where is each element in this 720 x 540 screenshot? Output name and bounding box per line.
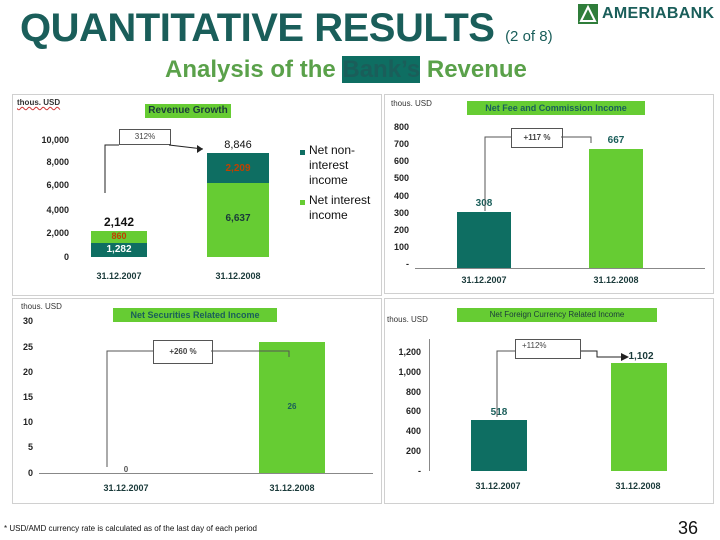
y-tick: 0 [27,468,33,478]
value-label-2007: 518 [490,407,508,418]
y-tick: 0 [63,252,69,262]
bar-2008 [589,149,643,268]
legend-swatch-interest [300,200,305,205]
y-tick: - [406,259,409,269]
x-category: 31.12.2008 [269,483,315,493]
page-title: QUANTITATIVE RESULTS (2 of 8) [20,6,553,51]
chart-title-banner: Net Securities Related Income [113,308,277,322]
y-tick: 20 [22,367,33,377]
bar-noninterest-2007 [91,231,147,243]
title-part: (2 of 8) [505,28,553,45]
x-category: 31.12.2008 [593,275,639,285]
unit-label: thous. USD [21,302,62,311]
chart-title-banner: Revenue Growth [145,104,231,118]
y-tick: 800 [405,387,421,397]
chart-title-banner: Net Fee and Commission Income [467,101,645,115]
y-tick: 10,000 [41,135,69,145]
total-2008: 8,846 [224,139,252,151]
y-tick: 400 [405,426,421,436]
x-category: 31.12.2008 [615,481,661,491]
y-tick: 5 [27,442,33,452]
footnote: * USD/AMD currency rate is calculated as… [4,524,258,533]
unit-label: thous. USD [391,99,432,108]
y-tick: 6,000 [46,180,69,190]
x-category: 31.12.2007 [461,275,507,285]
subtitle-a: Analysis of the [165,56,343,83]
growth-callout: +112% [515,339,581,359]
y-tick: 1,200 [398,347,421,357]
bar-2008 [259,342,325,473]
growth-callout: +260 % [153,340,213,364]
chart-title-banner: Net Foreign Currency Related Income [457,308,657,322]
y-tick: 400 [393,191,409,201]
x-axis-line [415,268,705,269]
label-noninterest-2008: 2,209 [225,163,251,174]
y-tick: 8,000 [46,157,69,167]
y-tick: 600 [393,156,409,166]
y-tick: 800 [393,122,409,132]
y-tick: 2,000 [46,228,69,238]
y-tick: 30 [22,316,33,326]
y-axis-line [429,339,430,471]
x-category: 31.12.2007 [96,271,142,281]
bar-2008 [611,363,667,471]
y-tick: 700 [393,139,409,149]
growth-arrow-icon [496,350,629,417]
x-category: 31.12.2007 [475,481,521,491]
y-tick: 25 [22,342,33,352]
ameriabank-logo: AMERIABANK [578,4,715,24]
y-tick: - [418,466,421,476]
y-tick: 200 [405,446,421,456]
x-category: 31.12.2007 [103,483,149,493]
x-axis-line [39,473,373,474]
value-label-2007: 308 [475,198,493,209]
y-tick: 1,000 [398,367,421,377]
growth-callout: 312% [119,129,171,145]
y-tick: 10 [22,417,33,427]
y-tick: 500 [393,173,409,183]
legend-label-noninterest: Net non-interest income [309,143,356,187]
label-interest-2007: 1,282 [106,244,132,255]
y-tick: 15 [22,392,33,402]
page-subtitle: Analysis of the Bank’s Revenue [165,56,527,84]
logo-text: AMERIABANK [602,5,715,22]
page-number: 36 [678,518,699,538]
legend-swatch-noninterest [300,150,305,155]
y-tick: 600 [405,406,421,416]
y-tick: 300 [393,208,409,218]
fee-commission-panel: thous. USD Net Fee and Commission Income… [384,94,714,294]
value-label-2008: 1,102 [628,351,654,362]
label-noninterest-2007: 860 [111,231,127,241]
foreign-currency-panel: thous. USD Net Foreign Currency Related … [384,298,714,504]
subtitle-b: Bank’s [342,56,421,83]
growth-arrow-icon [484,136,592,211]
title-main: QUANTITATIVE RESULTS [20,6,495,50]
y-tick: 200 [393,225,409,235]
value-label-2008: 667 [607,135,625,146]
logo-mark-icon [578,4,598,24]
total-2007: 2,142 [103,215,135,229]
label-interest-2008: 6,637 [225,213,251,224]
bar-noninterest-2008 [207,153,269,183]
y-tick: 4,000 [46,205,69,215]
bar-2007 [457,212,511,268]
securities-panel: thous. USD Net Securities Related Income… [12,298,382,504]
bar-2007 [471,420,527,471]
bar-interest-2008 [207,183,269,257]
growth-arrow-icon [106,350,290,467]
bar-interest-2007 [91,243,147,257]
value-label-2008: 26 [287,402,297,411]
x-category: 31.12.2008 [215,271,261,281]
growth-arrow-icon [104,144,204,193]
legend-label-interest: Net interest income [309,193,371,222]
subtitle-c: Revenue [420,56,527,83]
growth-callout: +117 % [511,128,563,148]
value-label-2007: 0 [123,465,129,474]
unit-label: thous. USD [17,98,61,107]
revenue-growth-panel: thous. USD Revenue Growth 10,000 8,000 6… [12,94,382,296]
y-tick: 100 [393,242,409,252]
unit-label: thous. USD [387,315,428,324]
